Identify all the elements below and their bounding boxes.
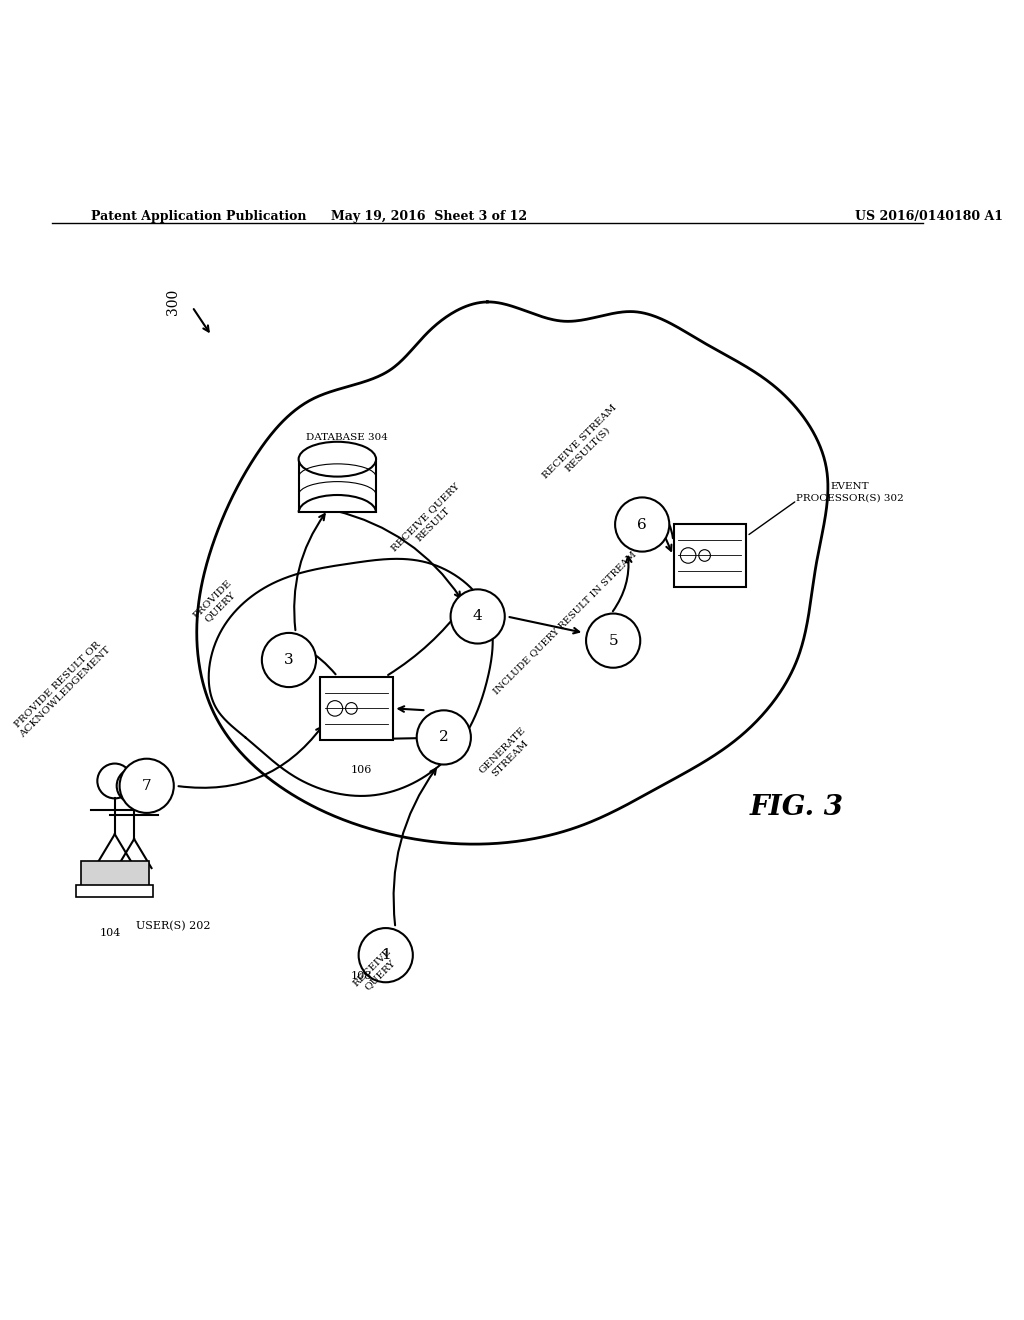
- Text: US 2016/0140180 A1: US 2016/0140180 A1: [855, 210, 1004, 223]
- Text: RECEIVE
QUERY: RECEIVE QUERY: [351, 946, 400, 995]
- Text: 7: 7: [142, 779, 152, 793]
- Text: Patent Application Publication: Patent Application Publication: [90, 210, 306, 223]
- Circle shape: [417, 710, 471, 764]
- Bar: [674, 524, 746, 587]
- Circle shape: [451, 589, 505, 644]
- Text: USER(S) 202: USER(S) 202: [135, 921, 210, 931]
- Text: FIG. 3: FIG. 3: [750, 793, 844, 821]
- Text: DATABASE 304: DATABASE 304: [306, 433, 388, 442]
- Bar: [81, 861, 148, 892]
- Text: RECEIVE STREAM
RESULT(S): RECEIVE STREAM RESULT(S): [542, 403, 627, 488]
- Circle shape: [615, 498, 670, 552]
- Text: 104: 104: [99, 928, 121, 937]
- Circle shape: [262, 632, 316, 688]
- Text: 2: 2: [439, 730, 449, 744]
- Bar: [76, 886, 154, 898]
- Text: PROVIDE RESULT OR
ACKNOWLEDGEMENT: PROVIDE RESULT OR ACKNOWLEDGEMENT: [10, 638, 113, 739]
- Text: 6: 6: [637, 517, 647, 532]
- Circle shape: [120, 759, 174, 813]
- Circle shape: [358, 928, 413, 982]
- Text: PROVIDE
QUERY: PROVIDE QUERY: [191, 578, 242, 628]
- Text: 5: 5: [608, 634, 617, 648]
- Ellipse shape: [299, 442, 376, 477]
- Text: 4: 4: [473, 610, 482, 623]
- Text: May 19, 2016  Sheet 3 of 12: May 19, 2016 Sheet 3 of 12: [331, 210, 527, 223]
- Text: 108: 108: [351, 972, 373, 981]
- Text: RECEIVE QUERY
RESULT: RECEIVE QUERY RESULT: [389, 480, 469, 561]
- Text: 1: 1: [381, 948, 390, 962]
- Bar: [321, 677, 393, 739]
- Text: 300: 300: [166, 289, 180, 315]
- Bar: [299, 459, 376, 512]
- Text: EVENT
PROCESSOR(S) 302: EVENT PROCESSOR(S) 302: [797, 482, 904, 503]
- Text: GENERATE
STREAM: GENERATE STREAM: [478, 725, 536, 783]
- Text: INCLUDE QUERY RESULT IN STREAM: INCLUDE QUERY RESULT IN STREAM: [492, 549, 638, 696]
- Circle shape: [586, 614, 640, 668]
- Text: 3: 3: [284, 653, 294, 667]
- Text: 106: 106: [351, 766, 373, 775]
